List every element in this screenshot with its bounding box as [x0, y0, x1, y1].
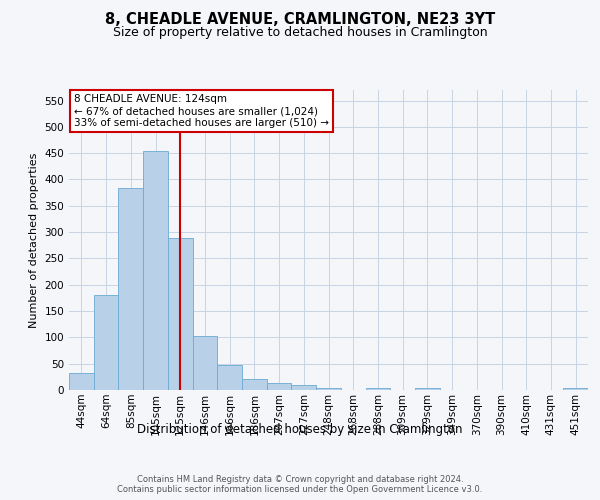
Bar: [267, 382, 292, 390]
Bar: [292, 386, 316, 390]
Bar: [94, 294, 118, 390]
Bar: [168, 238, 193, 390]
Bar: [242, 380, 267, 390]
Text: 8 CHEADLE AVENUE: 124sqm
← 67% of detached houses are smaller (1,024)
33% of sem: 8 CHEADLE AVENUE: 124sqm ← 67% of detach…: [74, 94, 329, 128]
Bar: [193, 336, 217, 390]
Text: 8, CHEADLE AVENUE, CRAMLINGTON, NE23 3YT: 8, CHEADLE AVENUE, CRAMLINGTON, NE23 3YT: [105, 12, 495, 28]
Bar: [143, 150, 168, 390]
Y-axis label: Number of detached properties: Number of detached properties: [29, 152, 39, 328]
Bar: [69, 372, 94, 390]
Text: Contains HM Land Registry data © Crown copyright and database right 2024.
Contai: Contains HM Land Registry data © Crown c…: [118, 474, 482, 494]
Bar: [415, 388, 440, 390]
Bar: [365, 388, 390, 390]
Text: Distribution of detached houses by size in Cramlington: Distribution of detached houses by size …: [137, 422, 463, 436]
Bar: [217, 366, 242, 390]
Bar: [563, 388, 588, 390]
Bar: [118, 188, 143, 390]
Bar: [316, 388, 341, 390]
Text: Size of property relative to detached houses in Cramlington: Size of property relative to detached ho…: [113, 26, 487, 39]
